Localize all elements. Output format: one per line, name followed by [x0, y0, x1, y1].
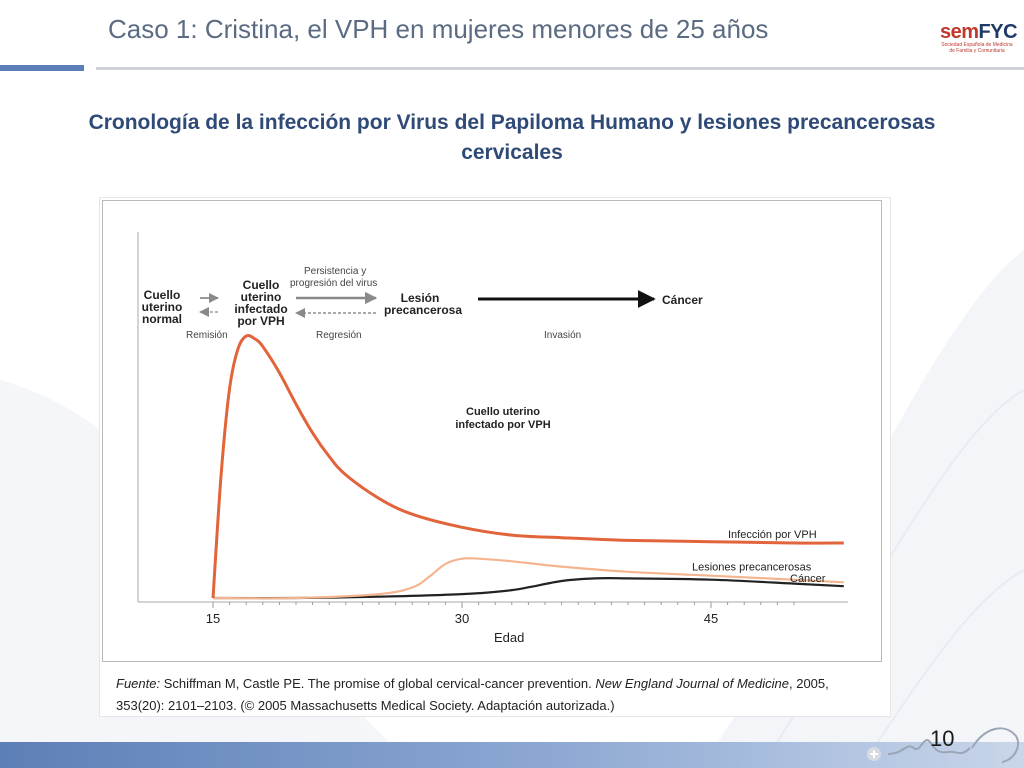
logo-text-blue: FYC — [978, 21, 1018, 43]
title-divider — [96, 67, 1024, 70]
source-prefix: Fuente: — [116, 676, 161, 691]
slide-title: Caso 1: Cristina, el VPH en mujeres meno… — [108, 14, 769, 44]
logo-subtitle: Sociedad Española de Medicina de Familia… — [941, 42, 1013, 54]
page-number: 10 — [930, 726, 955, 751]
slide-heading: Cronología de la infección por Virus del… — [88, 111, 936, 164]
source-authors: Schiffman M, Castle PE. The promise of g… — [160, 676, 596, 691]
plot-border — [102, 200, 882, 662]
source-journal: New England Journal of Medicine — [595, 676, 789, 691]
source-rest: , 2005, 353(20): 2101–2103. (© 2005 Mass… — [116, 676, 829, 713]
semfyc-logo: semFYC Sociedad Española de Medicina de … — [940, 8, 1018, 54]
title-accent-rule — [0, 65, 84, 71]
figure-source: Fuente: Schiffman M, Castle PE. The prom… — [116, 673, 876, 717]
footer-bar — [0, 742, 1024, 768]
footer-ornament — [867, 727, 1020, 763]
logo-text-red: sem — [940, 21, 979, 43]
